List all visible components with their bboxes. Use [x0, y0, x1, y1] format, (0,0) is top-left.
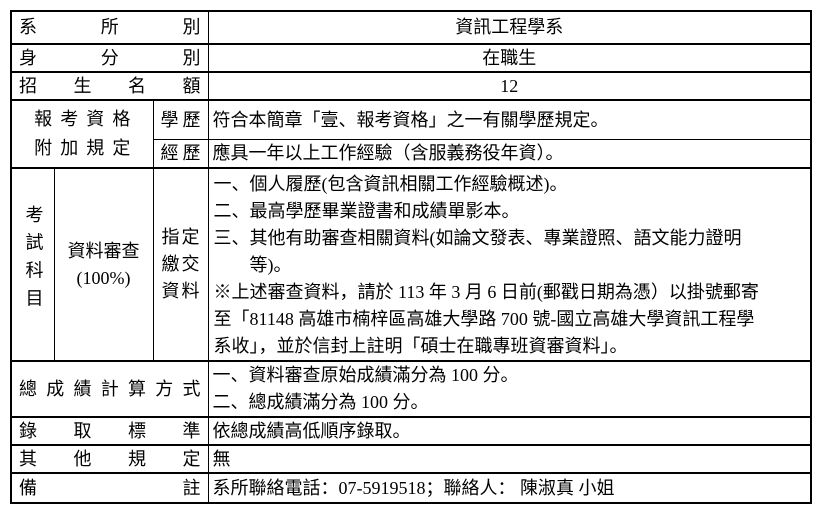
identity-value: 在職生: [207, 42, 812, 73]
qualification-experience-row: 經歷 應具一年以上工作經驗（含服義務役年資）。: [11, 138, 812, 169]
remarks-value: 系所聯絡電話：07-5919518；聯絡人： 陳淑真 小姐: [207, 472, 812, 504]
education-label: 學歷: [152, 99, 209, 140]
education-value: 符合本簡章「壹、報考資格」之一有關學歷規定。: [207, 99, 812, 140]
admission-info-table: 系所別 資訊工程學系 身分別 在職生 招生名額 12 報考資格 附加規定 學歷 …: [10, 10, 813, 505]
total-score-value: 一、資料審查原始成績滿分為 100 分。 二、總成績滿分為 100 分。: [207, 360, 812, 418]
identity-label: 身分別: [10, 42, 209, 73]
quota-row: 招生名額 12: [10, 71, 812, 101]
exam-subjects-row: 考試科目 資料審查 (100%) 指定 繳交 資料 一、個人履歷(包含資訊相關工…: [10, 167, 812, 362]
materials-value: 一、個人履歷(包含資訊相關工作經驗概述)。 二、最高學歷畢業證書和成績單影本。 …: [207, 167, 812, 362]
remarks-row: 備註 系所聯絡電話：07-5919518；聯絡人： 陳淑真 小姐: [10, 472, 812, 504]
department-row: 系所別 資訊工程學系: [10, 10, 812, 45]
quota-label: 招生名額: [10, 71, 209, 101]
other-rules-value: 無: [207, 444, 812, 474]
exam-subjects-label-cell: 考試科目: [10, 167, 55, 362]
experience-value: 應具一年以上工作經驗（含服義務役年資）。: [207, 138, 812, 169]
exam-subject-name: 資料審查 (100%): [53, 167, 154, 362]
experience-label: 經歷: [152, 138, 209, 169]
qualification-label: 報考資格 附加規定: [10, 99, 154, 169]
total-score-label: 總成績計算方式: [10, 360, 209, 418]
other-rules-row: 其他規定 無: [10, 444, 812, 474]
admission-criteria-value: 依總成績高低順序錄取。: [207, 416, 812, 446]
admission-criteria-label: 錄取標準: [10, 416, 209, 446]
admission-criteria-row: 錄取標準 依總成績高低順序錄取。: [10, 416, 812, 446]
exam-subjects-label: 考試科目: [23, 205, 44, 317]
identity-row: 身分別 在職生: [10, 42, 812, 73]
quota-value: 12: [207, 71, 812, 101]
department-value: 資訊工程學系: [207, 10, 812, 45]
other-rules-label: 其他規定: [10, 444, 209, 474]
total-score-row: 總成績計算方式 一、資料審查原始成績滿分為 100 分。 二、總成績滿分為 10…: [10, 360, 812, 418]
qualification-education-row: 報考資格 附加規定 學歷 符合本簡章「壹、報考資格」之一有關學歷規定。: [10, 99, 812, 169]
materials-label: 指定 繳交 資料: [152, 167, 209, 362]
department-label: 系所別: [10, 10, 209, 45]
remarks-label: 備註: [10, 472, 209, 504]
